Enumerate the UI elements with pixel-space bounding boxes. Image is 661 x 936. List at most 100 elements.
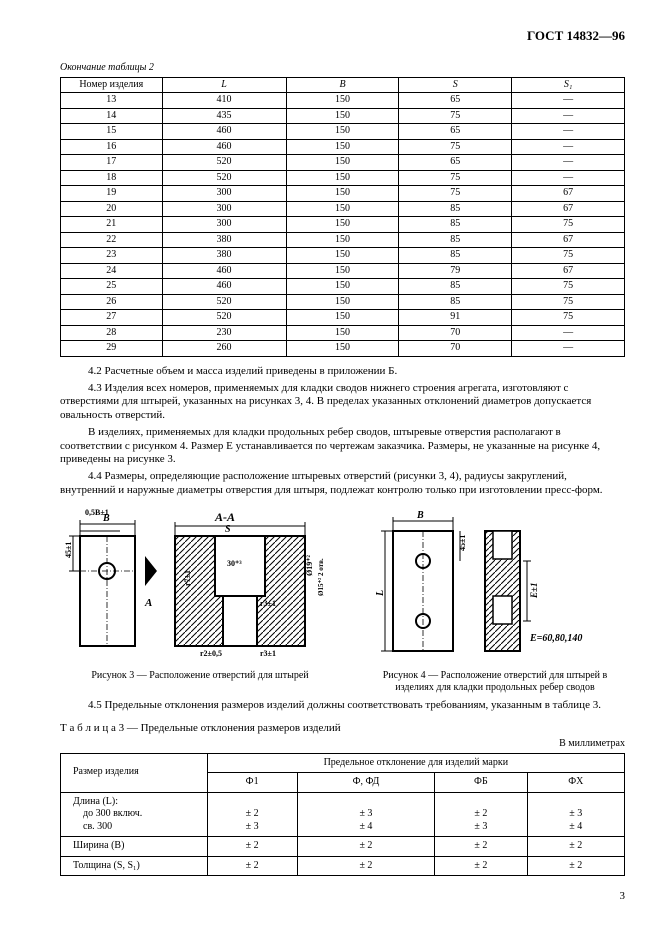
t2-cell: 460 (162, 139, 286, 155)
t3-cell: ± 2± 3 (207, 792, 297, 837)
t2-cell: 460 (162, 279, 286, 295)
t2-cell: 26 (61, 294, 163, 310)
svg-text:45±1: 45±1 (458, 534, 467, 550)
t2-cell: 21 (61, 217, 163, 233)
t3-cell: ± 3± 4 (527, 792, 624, 837)
t2-cell: 410 (162, 93, 286, 109)
t2-cell: 20 (61, 201, 163, 217)
svg-text:r3±1: r3±1 (260, 649, 276, 658)
t2-cell: 230 (162, 325, 286, 341)
t2-cell: 150 (286, 201, 399, 217)
t2-cell: 25 (61, 279, 163, 295)
t2-cell: 65 (399, 155, 512, 171)
t2-cell: 65 (399, 93, 512, 109)
svg-text:0,5B±1: 0,5B±1 (85, 508, 109, 517)
t2-cell: 17 (61, 155, 163, 171)
t2-h-nomer: Номер изделия (61, 77, 163, 93)
t2-cell: 22 (61, 232, 163, 248)
t2-cell: 28 (61, 325, 163, 341)
t2-cell: 75 (399, 139, 512, 155)
t2-cell: 27 (61, 310, 163, 326)
t2-cell: 150 (286, 170, 399, 186)
t2-h-S: S (399, 77, 512, 93)
t2-cell: 300 (162, 186, 286, 202)
t3-label: Толщина (S, S₁) (61, 856, 208, 876)
para-4-3: 4.3 Изделия всех номеров, применяемых дл… (60, 382, 625, 423)
t2-cell: 67 (512, 186, 625, 202)
t2-cell: — (512, 341, 625, 357)
t3-cell: ± 2 (207, 837, 297, 857)
t2-cell: 260 (162, 341, 286, 357)
t2-cell: 79 (399, 263, 512, 279)
page-number: 3 (60, 890, 625, 904)
t2-cell: 300 (162, 201, 286, 217)
table3-units: В миллиметрах (60, 738, 625, 751)
t3-cell: ± 2 (435, 837, 527, 857)
t2-cell: 150 (286, 124, 399, 140)
t2-h-B: B (286, 77, 399, 93)
t2-cell: 65 (399, 124, 512, 140)
t2-cell: 435 (162, 108, 286, 124)
t2-cell: 520 (162, 170, 286, 186)
t2-cell: 15 (61, 124, 163, 140)
t3-cell: ± 2 (435, 856, 527, 876)
t2-cell: 460 (162, 263, 286, 279)
t3-cell: ± 2 (527, 856, 624, 876)
svg-text:E±1: E±1 (529, 582, 539, 598)
t3-cell: ± 2 (297, 856, 435, 876)
figure-4-caption: Рисунок 4 — Расположение отверстий для ш… (370, 670, 620, 695)
para-4-3b: В изделиях, применяемых для кладки продо… (60, 426, 625, 467)
t2-cell: 18 (61, 170, 163, 186)
t3-h-left: Размер изделия (61, 753, 208, 792)
t2-cell: 380 (162, 232, 286, 248)
t2-h-L: L (162, 77, 286, 93)
t2-cell: 23 (61, 248, 163, 264)
para-4-2: 4.2 Расчетные объем и масса изделий прив… (60, 365, 625, 379)
t3-m3: ФБ (435, 773, 527, 793)
table3: Размер изделия Предельное отклонение для… (60, 753, 625, 877)
t2-cell: 150 (286, 108, 399, 124)
t2-cell: 24 (61, 263, 163, 279)
svg-text:45±1: 45±1 (65, 541, 73, 557)
t2-cell: 150 (286, 325, 399, 341)
figure-3-caption: Рисунок 3 — Расположение отверстий для ш… (60, 670, 340, 683)
t2-cell: 150 (286, 248, 399, 264)
t2-cell: 75 (399, 170, 512, 186)
t2-cell: 75 (399, 186, 512, 202)
table2: Номер изделия L B S S₁ 1341015065—144351… (60, 77, 625, 357)
t2-cell: 85 (399, 248, 512, 264)
t2-cell: 14 (61, 108, 163, 124)
t2-cell: 85 (399, 201, 512, 217)
t2-cell: 70 (399, 341, 512, 357)
t2-cell: 520 (162, 294, 286, 310)
figure-4: B L 45±1 E±1 E=60,80,140 Рисунок 4 — Рас… (370, 506, 620, 695)
t3-cell: ± 2 (527, 837, 624, 857)
t2-cell: 520 (162, 155, 286, 171)
svg-text:Ø15⁺² 2 отв.: Ø15⁺² 2 отв. (317, 558, 325, 596)
t2-cell: 150 (286, 139, 399, 155)
svg-text:А: А (144, 597, 152, 609)
t2-cell: — (512, 139, 625, 155)
t2-cell: 91 (399, 310, 512, 326)
t2-cell: 70 (399, 325, 512, 341)
t2-cell: 380 (162, 248, 286, 264)
t2-cell: — (512, 124, 625, 140)
t2-cell: 67 (512, 263, 625, 279)
t2-cell: 75 (512, 310, 625, 326)
svg-text:E=60,80,140: E=60,80,140 (529, 633, 582, 644)
t2-cell: 85 (399, 279, 512, 295)
svg-text:r2±0,5: r2±0,5 (200, 649, 222, 658)
t2-cell: 150 (286, 294, 399, 310)
t2-cell: 75 (512, 248, 625, 264)
t2-cell: 85 (399, 294, 512, 310)
svg-text:30⁺³: 30⁺³ (227, 559, 242, 568)
t2-cell: 150 (286, 232, 399, 248)
t2-cell: 75 (399, 108, 512, 124)
t3-m2: Ф, ФД (297, 773, 435, 793)
para-4-5: 4.5 Предельные отклонения размеров издел… (60, 699, 625, 713)
t2-cell: 19 (61, 186, 163, 202)
svg-text:Ø19⁺²: Ø19⁺² (305, 554, 314, 575)
t2-cell: 29 (61, 341, 163, 357)
t2-cell: — (512, 108, 625, 124)
t2-h-S1: S₁ (512, 77, 625, 93)
